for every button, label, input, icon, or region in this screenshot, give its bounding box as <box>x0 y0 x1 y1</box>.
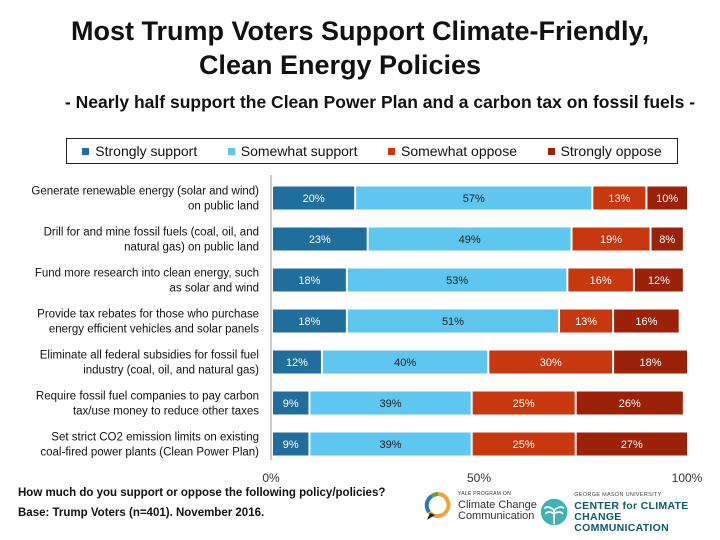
legend-swatch <box>82 147 90 155</box>
data-label: 25% <box>513 439 535 451</box>
data-label: 19% <box>600 234 622 246</box>
category-label: Require fossil fuel companies to pay car… <box>36 391 259 418</box>
data-label: 18% <box>298 275 320 287</box>
survey-base: Base: Trump Voters (n=401). November 201… <box>18 507 265 519</box>
bar-segment <box>273 268 346 292</box>
bar-segment <box>576 432 687 456</box>
bar-segment <box>647 186 687 210</box>
legend-swatch <box>227 147 235 155</box>
x-tick-label: 0% <box>262 471 280 485</box>
bar-segment <box>614 350 687 374</box>
yale-small-label: YALE PROGRAM ON <box>458 491 512 497</box>
legend-label: Somewhat oppose <box>401 143 517 159</box>
bar-segment <box>273 350 321 374</box>
bar-segment <box>322 350 488 374</box>
bar-segment <box>356 186 592 210</box>
data-label: 13% <box>608 193 630 205</box>
data-label: 18% <box>298 316 320 328</box>
category-label: Eliminate all federal subsidies for foss… <box>40 350 259 377</box>
yale-line2: Communication <box>458 510 535 522</box>
data-label: 8% <box>659 234 675 246</box>
category-label: Fund more research into clean energy, su… <box>35 268 259 295</box>
legend-item-somewhat-support: Somewhat support <box>227 143 358 159</box>
yale-logo: YALE PROGRAM ON Climate Change Communica… <box>424 489 537 522</box>
bar-segment <box>273 432 309 456</box>
yale-speech-bubble-icon <box>424 491 451 520</box>
data-label: 57% <box>463 193 485 205</box>
bar-segment <box>368 227 571 251</box>
data-label: 16% <box>590 275 612 287</box>
data-label: 16% <box>635 316 657 328</box>
bar-segment <box>560 309 613 333</box>
stacked-bar-chart: Generate renewable energy (solar and win… <box>31 175 703 485</box>
bar-segment <box>489 350 613 374</box>
bar-segment <box>614 309 679 333</box>
bar-segment <box>572 227 650 251</box>
chart-legend: Strongly support Somewhat support Somewh… <box>66 138 678 164</box>
bar-segment <box>310 432 471 456</box>
bar-segment <box>472 391 575 415</box>
data-label: 23% <box>309 234 331 246</box>
data-label: 18% <box>640 357 662 369</box>
data-label: 30% <box>540 357 562 369</box>
data-label: 20% <box>303 193 325 205</box>
bar-segment <box>593 186 646 210</box>
data-label: 12% <box>286 357 308 369</box>
bar-segment <box>273 391 309 415</box>
legend-item-strongly-support: Strongly support <box>82 143 197 159</box>
bar-segment <box>273 309 346 333</box>
chart-subtitle: - Nearly half support the Clean Power Pl… <box>64 92 696 112</box>
data-label: 49% <box>459 234 481 246</box>
gmu-line1: CENTER for CLIMATE CHANGE <box>574 500 689 523</box>
chart-title-line1: Most Trump Voters Support Climate-Friend… <box>70 16 650 46</box>
bar-segment <box>347 268 567 292</box>
gmu-leaf-icon <box>540 498 568 526</box>
data-label: 27% <box>621 439 643 451</box>
chart-title-line2: Clean Energy Policies <box>198 50 482 80</box>
yale-line1: Climate Change <box>458 499 537 511</box>
data-label: 12% <box>648 275 670 287</box>
data-label: 25% <box>513 398 535 410</box>
data-label: 53% <box>446 275 468 287</box>
bar-segment <box>576 391 683 415</box>
bar-segment <box>634 268 683 292</box>
legend-label: Strongly support <box>95 143 198 159</box>
bar-segment <box>310 391 471 415</box>
legend-swatch <box>547 147 555 155</box>
category-label: Set strict CO2 emission limits on existi… <box>40 432 259 459</box>
bar-segment <box>651 227 683 251</box>
data-label: 13% <box>575 316 597 328</box>
x-tick-label: 50% <box>467 471 491 485</box>
gmu-small-label: GEORGE MASON UNIVERSITY <box>574 492 662 498</box>
legend-swatch <box>388 147 396 155</box>
gmu-logo: GEORGE MASON UNIVERSITY CENTER for CLIMA… <box>540 490 720 534</box>
bar-segment <box>273 186 355 210</box>
legend-item-strongly-oppose: Strongly oppose <box>547 143 662 159</box>
bar-segment <box>347 309 559 333</box>
legend-label: Somewhat support <box>240 143 358 159</box>
bar-segment <box>273 227 367 251</box>
legend-label: Strongly oppose <box>560 143 662 159</box>
category-label: Provide tax rebates for those who purcha… <box>37 309 259 336</box>
legend-item-somewhat-oppose: Somewhat oppose <box>388 143 517 159</box>
bar-segment <box>568 268 633 292</box>
x-tick-label: 100% <box>672 471 703 485</box>
category-label: Generate renewable energy (solar and win… <box>31 186 259 213</box>
bar-segment <box>472 432 575 456</box>
data-label: 51% <box>442 316 464 328</box>
gmu-line2: COMMUNICATION <box>574 522 669 534</box>
data-label: 39% <box>380 398 402 410</box>
data-label: 10% <box>656 193 678 205</box>
data-label: 26% <box>619 398 641 410</box>
data-label: 39% <box>380 439 402 451</box>
data-label: 9% <box>283 439 299 451</box>
data-label: 40% <box>394 357 416 369</box>
survey-question: How much do you support or oppose the fo… <box>18 487 386 499</box>
data-label: 9% <box>283 398 299 410</box>
category-label: Drill for and mine fossil fuels (coal, o… <box>44 227 259 254</box>
